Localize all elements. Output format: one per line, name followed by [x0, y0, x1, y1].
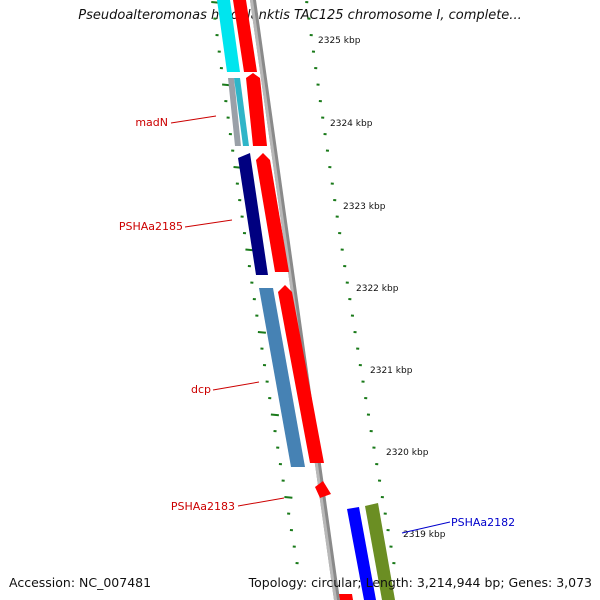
major-tick: [245, 248, 254, 252]
label-leader: [401, 521, 451, 534]
gene-red-1[interactable]: [233, 0, 257, 72]
gene-label-PSHAa2183[interactable]: PSHAa2183: [171, 500, 235, 513]
map-title: Pseudoalteromonas haloplanktis TAC125 ch…: [78, 8, 522, 23]
scale-label: 2324 kbp: [330, 119, 373, 129]
label-leader: [184, 219, 233, 228]
gene-teal[interactable]: [234, 78, 249, 146]
gene-red-4[interactable]: [278, 285, 324, 463]
gene-red-6[interactable]: [339, 594, 353, 600]
label-leader: [170, 115, 217, 124]
scale-label: 2321 kbp: [370, 366, 413, 376]
gene-grey[interactable]: [228, 78, 241, 146]
gene-red-2[interactable]: [246, 73, 267, 146]
scale-label: 2322 kbp: [356, 284, 399, 294]
gene-label-PSHAa2182[interactable]: PSHAa2182: [451, 516, 515, 529]
gene-cyan[interactable]: [217, 0, 240, 72]
label-leader: [212, 381, 260, 391]
major-tick: [257, 331, 266, 334]
scale-label: 2319 kbp: [403, 530, 446, 540]
gene-label-PSHAa2185[interactable]: PSHAa2185: [119, 220, 183, 233]
outer-tick-track: [305, 1, 396, 565]
gene-red-5[interactable]: [315, 481, 331, 498]
scale-label: 2320 kbp: [386, 448, 429, 458]
gene-label-madN[interactable]: madN: [135, 116, 168, 129]
major-tick: [270, 413, 279, 417]
major-tick: [284, 496, 293, 499]
gene-red-3[interactable]: [256, 153, 289, 272]
scale-label: 2325 kbp: [318, 36, 361, 46]
gene-label-dcp[interactable]: dcp: [191, 383, 211, 396]
gene-steelblue[interactable]: [259, 288, 305, 467]
accession-label: Accession: NC_007481: [9, 575, 152, 590]
label-leader: [237, 497, 285, 507]
gene-olive[interactable]: [365, 503, 395, 600]
topology-summary: Topology: circular; Length: 3,214,944 bp…: [248, 575, 592, 590]
scale-label: 2323 kbp: [343, 202, 386, 212]
inner-tick-track: [211, 1, 299, 565]
gene-navy[interactable]: [238, 153, 268, 275]
gene-blue[interactable]: [347, 507, 376, 600]
